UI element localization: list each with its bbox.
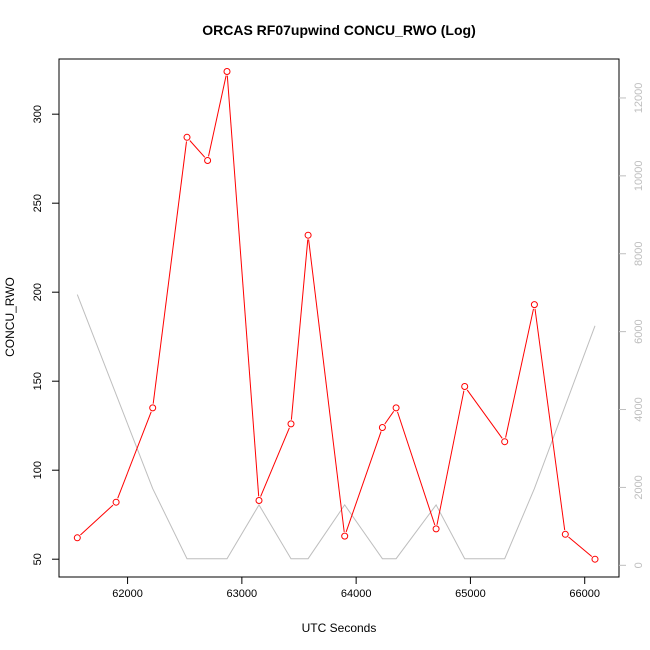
y-axis-label: CONCU_RWO	[3, 277, 17, 357]
primary-series-point	[378, 424, 386, 431]
primary-series-segment	[534, 308, 566, 531]
axis-ticks-layer: 62000 63000 64000 65000 66000 50 100 150 200 250 3…	[32, 83, 645, 600]
y-tick-label: 250	[32, 194, 44, 212]
y2-tick-label: 4000	[633, 397, 645, 421]
primary-series-point	[149, 404, 157, 412]
primary-series-segment	[290, 239, 309, 420]
primary-series-point	[112, 498, 120, 506]
chart-title: ORCAS RF07upwind CONCU_RWO (Log)	[202, 22, 476, 38]
x-tick-label: 65000	[455, 588, 486, 600]
primary-series-point	[461, 383, 469, 390]
primary-series-point	[204, 157, 212, 164]
primary-series-segment	[208, 75, 227, 157]
primary-series-point	[432, 525, 440, 533]
primary-series-point	[341, 532, 349, 540]
primary-series-segment	[308, 239, 345, 532]
primary-series-segment	[466, 389, 503, 439]
primary-series-point	[561, 530, 569, 538]
primary-series-segment	[117, 411, 152, 499]
y-tick-label: 150	[32, 372, 44, 390]
primary-series-point	[530, 301, 538, 309]
primary-series-segment	[80, 504, 114, 536]
primary-series-segment	[226, 75, 260, 497]
y2-tick-label: 6000	[633, 319, 645, 343]
primary-series-point	[304, 231, 312, 239]
y-tick-label: 100	[32, 461, 44, 479]
primary-series-segment	[260, 427, 290, 497]
x-axis-label: UTC Seconds	[302, 621, 377, 635]
x-tick-label: 62000	[112, 588, 143, 600]
y2-tick-label: 8000	[633, 241, 645, 265]
y2-tick-label: 2000	[633, 475, 645, 499]
primary-series-point	[287, 420, 295, 428]
secondary-series-layer	[76, 294, 596, 560]
x-tick-label: 64000	[341, 588, 372, 600]
y-tick-label: 200	[32, 283, 44, 301]
y-tick-label: 50	[32, 553, 44, 565]
primary-series-point	[255, 497, 263, 504]
primary-series-point	[73, 534, 81, 542]
primary-series-point	[591, 555, 599, 563]
primary-series-point	[223, 68, 231, 75]
primary-series-segment	[397, 411, 436, 526]
y2-tick-label: 10000	[633, 161, 645, 192]
primary-series-segment	[384, 411, 395, 425]
primary-series-segment	[345, 431, 382, 533]
primary-series-segment	[152, 141, 187, 404]
primary-series-segment	[189, 140, 206, 158]
secondary-series-line	[76, 294, 596, 560]
primary-series-point	[392, 404, 400, 412]
plot-area-frame	[58, 58, 620, 578]
primary-series-point	[501, 438, 509, 446]
primary-series-segment	[436, 390, 465, 525]
y-tick-label: 300	[32, 105, 44, 123]
x-tick-label: 63000	[227, 588, 258, 600]
x-tick-label: 66000	[569, 588, 600, 600]
primary-series-segment	[505, 308, 534, 438]
y2-tick-label: 0	[633, 562, 645, 568]
primary-series-layer	[73, 68, 599, 563]
primary-series-segment	[568, 536, 593, 557]
y2-tick-label: 12000	[633, 83, 645, 114]
primary-series-point	[183, 133, 191, 141]
